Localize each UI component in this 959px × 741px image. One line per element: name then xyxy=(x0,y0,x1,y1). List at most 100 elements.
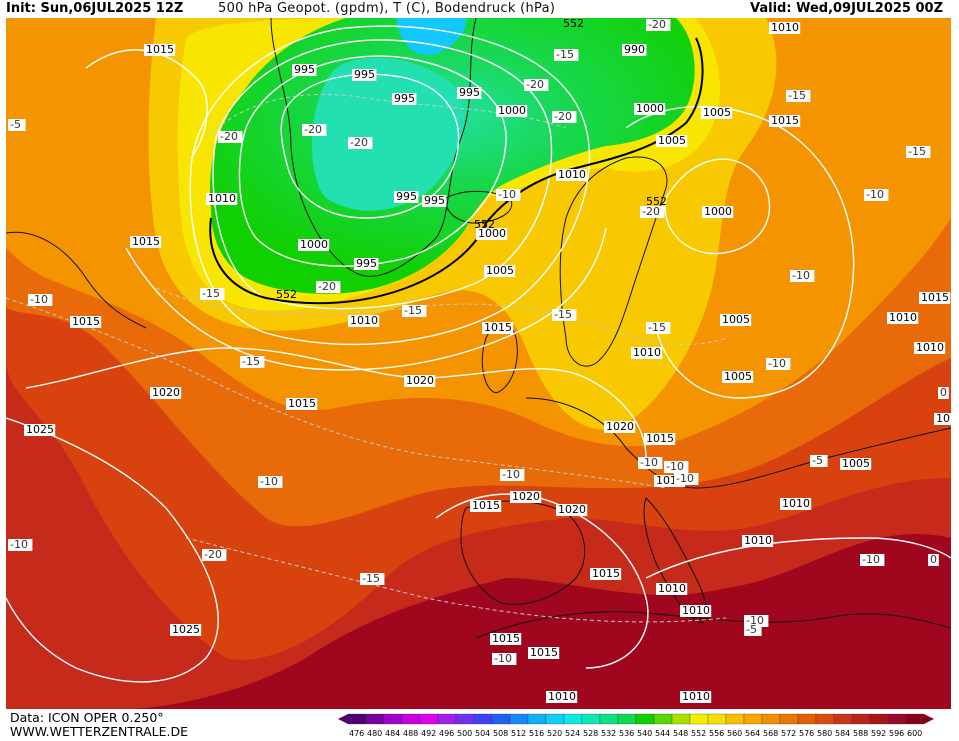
temperature-label: -15 xyxy=(402,304,427,317)
legend-tick-label: 540 xyxy=(637,729,652,738)
legend-tick-label: 552 xyxy=(691,729,706,738)
pressure-label: 995 xyxy=(352,68,377,81)
svg-text:995: 995 xyxy=(424,194,445,207)
svg-text:-15: -15 xyxy=(202,287,220,300)
legend-tick-label: 508 xyxy=(493,729,508,738)
legend-swatch xyxy=(635,713,655,725)
svg-text:995: 995 xyxy=(356,257,377,270)
legend-tick-label: 528 xyxy=(583,729,598,738)
legend-swatch xyxy=(743,713,763,725)
legend-swatch xyxy=(617,713,637,725)
svg-text:-10: -10 xyxy=(260,475,278,488)
svg-text:-15: -15 xyxy=(648,321,666,334)
svg-text:1005: 1005 xyxy=(658,134,686,147)
temperature-label: -20 xyxy=(524,78,549,91)
map-area: 1015 995 995 995 995 990 1000 1000 1010 1005 1005 1… xyxy=(6,18,951,709)
pressure-label: 1015 xyxy=(70,315,102,328)
init-time: Init: Sun,06JUL2025 12Z xyxy=(6,1,184,16)
pressure-label: 1005 xyxy=(722,370,754,383)
pressure-label: 1015 xyxy=(490,632,522,645)
svg-text:-20: -20 xyxy=(554,110,572,123)
temperature-label: -15 xyxy=(200,287,225,300)
temperature-label: -15 xyxy=(786,89,811,102)
svg-text:-10: -10 xyxy=(494,652,512,665)
temperature-label: -20 xyxy=(316,280,341,293)
pressure-label: 1015 xyxy=(919,291,951,304)
pressure-label: 1015 xyxy=(482,321,514,334)
svg-text:1005: 1005 xyxy=(724,370,752,383)
legend-swatch xyxy=(797,713,817,725)
svg-text:552: 552 xyxy=(646,195,667,208)
svg-text:1010: 1010 xyxy=(208,192,236,205)
isotherm-minus10 xyxy=(6,297,667,489)
pressure-label: 995 xyxy=(394,190,419,203)
svg-text:-20: -20 xyxy=(526,78,544,91)
legend-swatch xyxy=(761,713,781,725)
svg-text:1020: 1020 xyxy=(606,420,634,433)
svg-text:1015: 1015 xyxy=(646,432,674,445)
pressure-label: 990 xyxy=(622,43,647,56)
svg-text:1000: 1000 xyxy=(478,227,506,240)
legend-tick-label: 512 xyxy=(511,729,526,738)
svg-text:1010: 1010 xyxy=(782,497,810,510)
temperature-label: -10 xyxy=(864,188,889,201)
pressure-label: 1015 xyxy=(130,235,162,248)
temperature-label: -15 xyxy=(646,321,671,334)
legend-swatch xyxy=(869,713,889,725)
pressure-label: 1010 xyxy=(546,690,578,703)
chart-header: Init: Sun,06JUL2025 12Z 500 hPa Geopot. … xyxy=(0,0,959,20)
pressure-label: 1010 xyxy=(348,314,380,327)
temperature-label: -15 xyxy=(906,145,931,158)
pressure-label: 1000 xyxy=(476,227,508,240)
legend-swatch xyxy=(689,713,709,725)
isobar-1010-east xyxy=(625,106,855,399)
svg-text:1005: 1005 xyxy=(842,457,870,470)
valid-time: Valid: Wed,09JUL2025 00Z xyxy=(750,1,943,16)
geopotential-552-line xyxy=(209,37,704,305)
legend-tick-label: 588 xyxy=(853,729,868,738)
svg-text:1010: 1010 xyxy=(633,346,661,359)
legend-swatches xyxy=(338,713,934,725)
legend-swatch xyxy=(653,713,673,725)
svg-text:1020: 1020 xyxy=(558,503,586,516)
pressure-label: 1015 xyxy=(644,432,676,445)
legend-ticks: 476 480 484 488 492 496 500 504 508 512 516 520 524 5… xyxy=(349,729,922,738)
isobars xyxy=(6,25,951,683)
legend-tick-label: 556 xyxy=(709,729,724,738)
scandinavia-coast xyxy=(559,156,668,367)
legend-swatch xyxy=(419,713,439,725)
pressure-label: 1020 xyxy=(404,374,436,387)
svg-text:995: 995 xyxy=(459,86,480,99)
data-source: Data: ICON OPER 0.250° xyxy=(10,710,164,725)
legend-swatch xyxy=(581,713,601,725)
pressure-label: 1010 xyxy=(680,690,712,703)
iceland-coast xyxy=(445,190,513,224)
iberia-coast xyxy=(460,500,586,605)
pressure-label: 995 xyxy=(392,92,417,105)
legend-swatch xyxy=(815,713,835,725)
svg-text:-10: -10 xyxy=(866,188,884,201)
north-africa-coast xyxy=(475,611,951,639)
legend-arrow-high xyxy=(924,714,934,724)
legend-tick-label: 600 xyxy=(907,729,922,738)
pressure-label: 1020 xyxy=(556,503,588,516)
legend-tick-label: 480 xyxy=(367,729,382,738)
legend-swatch xyxy=(401,713,421,725)
temperature-label: -15 xyxy=(360,572,385,585)
svg-text:-5: -5 xyxy=(812,454,823,467)
pressure-label: 1005 xyxy=(720,313,752,326)
svg-text:-15: -15 xyxy=(404,304,422,317)
temperature-label: -20 xyxy=(646,18,671,31)
legend-tick-label: 492 xyxy=(421,729,436,738)
svg-text:1020: 1020 xyxy=(406,374,434,387)
temperature-label: -20 xyxy=(348,136,373,149)
pressure-label: 1005 xyxy=(484,264,516,277)
isobar-1010-south xyxy=(645,537,951,579)
svg-text:995: 995 xyxy=(396,190,417,203)
pressure-label: 1010 xyxy=(206,192,238,205)
pressure-label: 1025 xyxy=(24,423,56,436)
svg-text:995: 995 xyxy=(354,68,375,81)
svg-text:1025: 1025 xyxy=(26,423,54,436)
isobar-1020 xyxy=(25,347,647,459)
